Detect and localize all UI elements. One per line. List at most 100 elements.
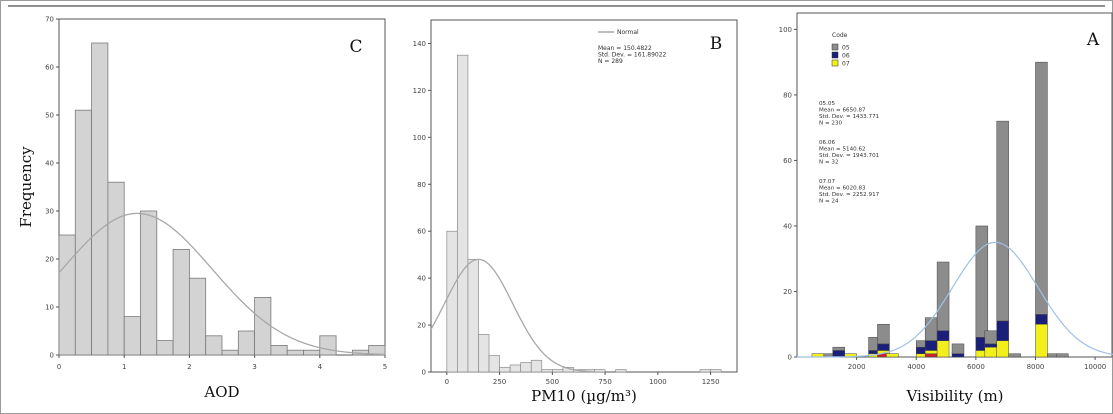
stacked-bar-segment-06 — [924, 340, 938, 351]
y-tick-label: 60 — [45, 64, 54, 72]
y-tick-label: 120 — [413, 87, 426, 95]
y-tick-label: 0 — [788, 354, 792, 362]
stacked-bar-segment-05 — [877, 323, 890, 345]
stacked-bar-segment-07 — [924, 350, 938, 354]
stacked-bar-segment-06 — [996, 320, 1009, 341]
x-tick-label: 3 — [252, 363, 256, 371]
legend-title: Code — [832, 32, 848, 39]
summary-stat: N = 230 — [819, 121, 843, 127]
histogram-bar — [205, 335, 223, 356]
x-axis-label: PM10 (µg/m³) — [531, 387, 637, 405]
x-tick-label: 6000 — [967, 363, 985, 371]
stacked-bar-segment-05 — [996, 120, 1009, 322]
histogram-bar — [74, 109, 93, 356]
x-tick-label: 8000 — [1027, 363, 1045, 371]
summary-stat: Mean = 6650.87 — [819, 108, 866, 114]
summary-stat: Std. Dev. = 2252.917 — [819, 192, 880, 198]
stacked-bar-segment-06 — [832, 350, 845, 358]
x-tick-label: 0 — [445, 378, 449, 386]
histogram-bar — [699, 369, 711, 373]
x-tick-label: 5 — [383, 363, 387, 371]
histogram-bar — [107, 181, 125, 356]
y-tick-label: 20 — [45, 256, 54, 264]
legend-label-06: 06 — [842, 53, 850, 60]
x-axis-label: Visibility (m) — [905, 387, 1003, 405]
stacked-bar-segment-07 — [886, 353, 899, 358]
summary-stat: 05.05 — [819, 101, 835, 107]
y-tick-label: 40 — [783, 222, 792, 230]
normal-curve — [58, 212, 386, 356]
histogram-bar — [286, 349, 304, 356]
stacked-bar-segment-05 — [924, 317, 938, 341]
panel-b-pm10-histogram: PM10 (µg/m³) B Normal 0 20 40 60 80 100 120 140… — [413, 19, 738, 405]
stacked-bar-segment-07 — [1035, 323, 1048, 358]
y-tick-label: 60 — [783, 157, 792, 165]
summary-stat: Std. Dev. = 1943.701 — [819, 153, 880, 159]
histogram-bar — [237, 330, 256, 356]
histogram-bar — [541, 369, 553, 373]
x-axis-label: AOD — [203, 383, 239, 401]
stacked-bar-segment-05 — [984, 330, 997, 345]
x-tick-label: 500 — [546, 378, 559, 386]
stacked-bar-segment-06 — [1035, 314, 1048, 325]
histogram-bar — [530, 359, 543, 373]
y-tick-label: 80 — [417, 181, 426, 189]
x-tick-label: 750 — [598, 378, 611, 386]
stacked-bar-segment-07 — [984, 346, 997, 358]
legend-label-05: 05 — [842, 45, 850, 52]
histogram-bar — [156, 340, 174, 356]
x-tick-label: 4 — [318, 363, 323, 371]
histogram-bar — [467, 259, 479, 373]
y-tick-label: 100 — [779, 26, 792, 34]
stacked-bar-segment-07 — [996, 340, 1009, 358]
summary-stat: N = 24 — [819, 199, 839, 205]
histogram-bar — [303, 349, 321, 356]
summary-stat: Std. Dev. = 1433.771 — [819, 114, 880, 120]
y-tick-label: 50 — [45, 112, 54, 120]
legend-label-normal: Normal — [617, 29, 639, 36]
histogram-bar — [123, 316, 141, 356]
histogram-bar — [368, 344, 386, 356]
stacked-bar-segment-05 — [936, 261, 950, 332]
histogram-bar — [58, 234, 76, 356]
stacked-bar-segment-06 — [951, 353, 965, 358]
histogram-bar — [254, 296, 272, 356]
summary-stat: N = 289 — [598, 58, 623, 65]
summary-stat: Mean = 6020.83 — [819, 186, 866, 192]
y-tick-label: 40 — [417, 275, 426, 283]
panel-letter: B — [710, 34, 723, 54]
histogram-bar — [520, 362, 532, 373]
stacked-bar-segment-05 — [975, 225, 989, 338]
histogram-bar — [446, 230, 458, 373]
panel-c-aod-histogram: Frequency AOD C 0 10 20 30 40 50 60 70 0 1 2 3 4 5 — [17, 16, 387, 402]
y-tick-label: 0 — [50, 352, 54, 360]
x-tick-label: 250 — [493, 378, 506, 386]
summary-stat: Mean = 5140.62 — [819, 147, 866, 153]
histogram-bar — [188, 277, 207, 356]
histogram-bar — [509, 364, 522, 373]
x-tick-label: 1000 — [649, 378, 667, 386]
histogram-bar — [478, 334, 490, 373]
legend-label-07: 07 — [842, 61, 850, 68]
x-tick-label: 10000 — [1084, 363, 1106, 371]
y-tick-label: 100 — [413, 134, 426, 142]
legend-swatch-06 — [831, 51, 839, 59]
x-tick-label: 2 — [187, 363, 191, 371]
y-tick-label: 70 — [45, 16, 54, 24]
x-tick-label: 2000 — [848, 363, 866, 371]
y-tick-label: 0 — [422, 369, 426, 377]
histogram-bar — [551, 369, 564, 373]
stacked-bar-segment-06 — [877, 343, 890, 351]
histogram-bar — [594, 369, 606, 373]
y-axis-label: Frequency — [17, 146, 35, 228]
x-tick-label: 4000 — [907, 363, 925, 371]
histogram-bar — [319, 335, 337, 356]
histogram-bar — [140, 210, 158, 356]
histogram-bar — [270, 344, 288, 356]
y-tick-label: 30 — [45, 208, 54, 216]
panel-a-visibility-histogram: Visibility (m) A Code 0 20 40 60 80 100 2000 40… — [779, 12, 1113, 405]
stacked-bar-segment-other — [924, 353, 938, 358]
y-tick-label: 80 — [783, 91, 792, 99]
x-tick-label: 0 — [57, 363, 61, 371]
